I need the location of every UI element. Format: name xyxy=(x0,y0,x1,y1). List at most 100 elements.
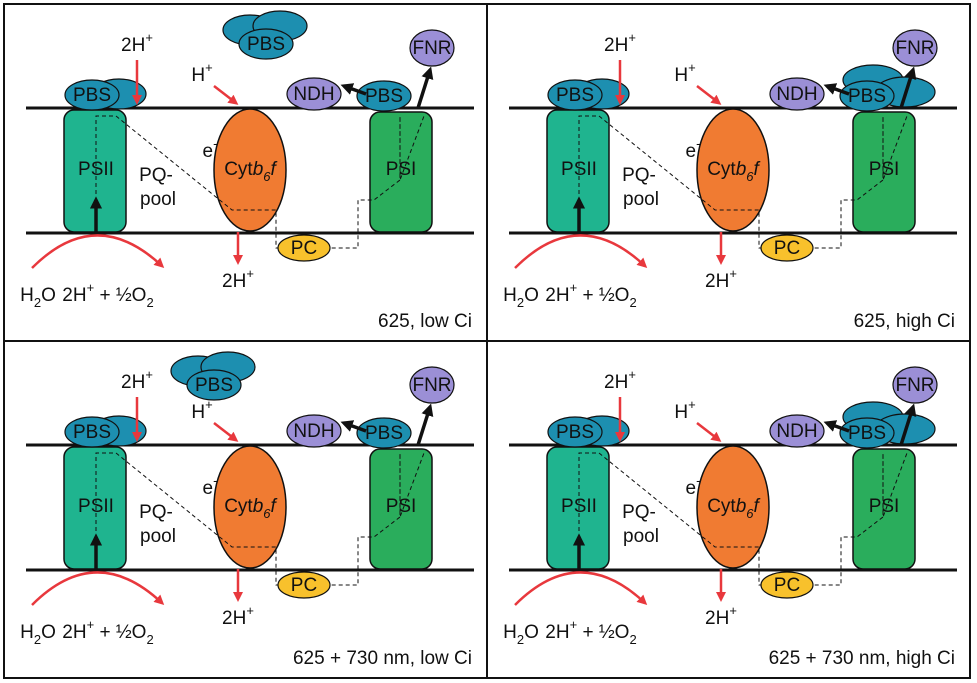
proton-label-part: + xyxy=(246,603,254,618)
psii-label: PSII xyxy=(561,496,597,517)
psi-label: PSI xyxy=(869,159,900,180)
water-label: H2O xyxy=(20,285,56,310)
oxygen-label: 2H+ + ½O2 xyxy=(62,617,153,647)
pbs-label: PBS xyxy=(365,86,403,107)
oxygen-label-part: + xyxy=(570,617,578,632)
oxygen-label-part: 2 xyxy=(629,632,636,647)
oxygen-label-part: + ½O xyxy=(577,285,629,306)
oxygen-label-part: + xyxy=(87,617,95,632)
proton-label-part: 2H xyxy=(705,271,729,292)
proton-label-part: 2H xyxy=(121,372,145,393)
pq-label: PQ- xyxy=(622,502,656,523)
pq-label: pool xyxy=(623,526,659,547)
water-label: H2O xyxy=(503,285,539,310)
pq-label: PQ- xyxy=(139,165,173,186)
cyt-label-part: Cyt xyxy=(707,159,736,180)
cyt-label-part: b xyxy=(736,496,747,517)
water-label: H2O xyxy=(20,622,56,647)
caption: 625, high Ci xyxy=(854,311,955,332)
ndh-label: NDH xyxy=(776,421,817,442)
oxygen-label: 2H+ + ½O2 xyxy=(62,280,153,310)
pc-label: PC xyxy=(291,575,317,596)
water-label-part: H xyxy=(20,622,34,643)
panel: PBSPBSNDHFNRPBSPCPSIIPSI2H+H+e-PQ-poolCy… xyxy=(4,4,487,341)
water-label: H2O xyxy=(503,622,539,647)
water-label-part: 2 xyxy=(517,295,524,310)
psii-label: PSII xyxy=(78,159,114,180)
electron-label-part: - xyxy=(696,136,700,151)
oxygen-label-part: 2H xyxy=(545,285,569,306)
water-label-part: O xyxy=(41,622,56,643)
pbs-label: PBS xyxy=(848,86,886,107)
proton-label-part: 2H xyxy=(222,608,246,629)
caption: 625 + 730 nm, low Ci xyxy=(293,648,472,669)
proton-label: H+ xyxy=(674,397,695,423)
pbs-label: PBS xyxy=(73,422,111,443)
proton-label-part: H xyxy=(674,402,688,423)
proton-label-part: + xyxy=(145,30,153,45)
proton-label: 2H+ xyxy=(705,603,737,629)
pq-label: pool xyxy=(140,189,176,210)
psii-label: PSII xyxy=(561,159,597,180)
oxygen-label-part: + ½O xyxy=(94,622,146,643)
electron-label-part: e xyxy=(203,478,214,499)
fnr-label: FNR xyxy=(412,375,451,396)
pbs-label: PBS xyxy=(556,85,594,106)
proton-label-part: H xyxy=(191,402,205,423)
caption: 625 + 730 nm, high Ci xyxy=(769,648,955,669)
proton-label-part: + xyxy=(729,603,737,618)
electron-label-part: e xyxy=(203,141,214,162)
proton-label-part: 2H xyxy=(604,372,628,393)
proton-label: 2H+ xyxy=(604,367,636,393)
cyt-label-part: b xyxy=(253,496,264,517)
water-arrow xyxy=(32,572,162,605)
oxygen-label-part: 2H xyxy=(62,622,86,643)
proton-label-part: + xyxy=(628,30,636,45)
arrow xyxy=(418,407,430,445)
psi-label: PSI xyxy=(386,496,417,517)
water-label-part: 2 xyxy=(517,632,524,647)
proton-label-part: H xyxy=(191,65,205,86)
water-label-part: 2 xyxy=(34,632,41,647)
pbs-label: PBS xyxy=(848,423,886,444)
pc-label: PC xyxy=(774,575,800,596)
pq-label: pool xyxy=(623,189,659,210)
caption: 625, low Ci xyxy=(378,311,472,332)
cyt-label-part: Cyt xyxy=(224,159,253,180)
water-label-part: H xyxy=(20,285,34,306)
proton-label: 2H+ xyxy=(222,603,254,629)
oxygen-label: 2H+ + ½O2 xyxy=(545,617,636,647)
water-label-part: H xyxy=(503,622,517,643)
water-label-part: O xyxy=(524,622,539,643)
oxygen-label-part: 2 xyxy=(146,632,153,647)
proton-label-part: H xyxy=(674,65,688,86)
proton-label: 2H+ xyxy=(121,367,153,393)
proton-label: 2H+ xyxy=(604,30,636,56)
proton-arrow xyxy=(697,86,719,103)
ndh-label: NDH xyxy=(293,84,334,105)
proton-label-part: + xyxy=(688,397,696,412)
cyt-label-part: Cyt xyxy=(224,496,253,517)
oxygen-label-part: + xyxy=(570,280,578,295)
cyt-label-part: Cyt xyxy=(707,496,736,517)
proton-label-part: + xyxy=(688,60,696,75)
proton-label: 2H+ xyxy=(705,266,737,292)
oxygen-label-part: + xyxy=(87,280,95,295)
proton-label: H+ xyxy=(191,60,212,86)
pq-label: PQ- xyxy=(622,165,656,186)
oxygen-label-part: + ½O xyxy=(94,285,146,306)
proton-label-part: + xyxy=(628,367,636,382)
pbs-label: PBS xyxy=(556,422,594,443)
psii-label: PSII xyxy=(78,496,114,517)
oxygen-label-part: + ½O xyxy=(577,622,629,643)
proton-label-part: + xyxy=(145,367,153,382)
electron-label-part: e xyxy=(686,141,697,162)
water-label-part: O xyxy=(41,285,56,306)
fnr-label: FNR xyxy=(412,38,451,59)
proton-label: 2H+ xyxy=(222,266,254,292)
ndh-label: NDH xyxy=(293,421,334,442)
diagram: PBSPBSNDHFNRPBSPCPSIIPSI2H+H+e-PQ-poolCy… xyxy=(0,0,977,683)
water-label-part: 2 xyxy=(34,295,41,310)
fnr-label: FNR xyxy=(895,375,934,396)
electron-label-part: e xyxy=(686,478,697,499)
